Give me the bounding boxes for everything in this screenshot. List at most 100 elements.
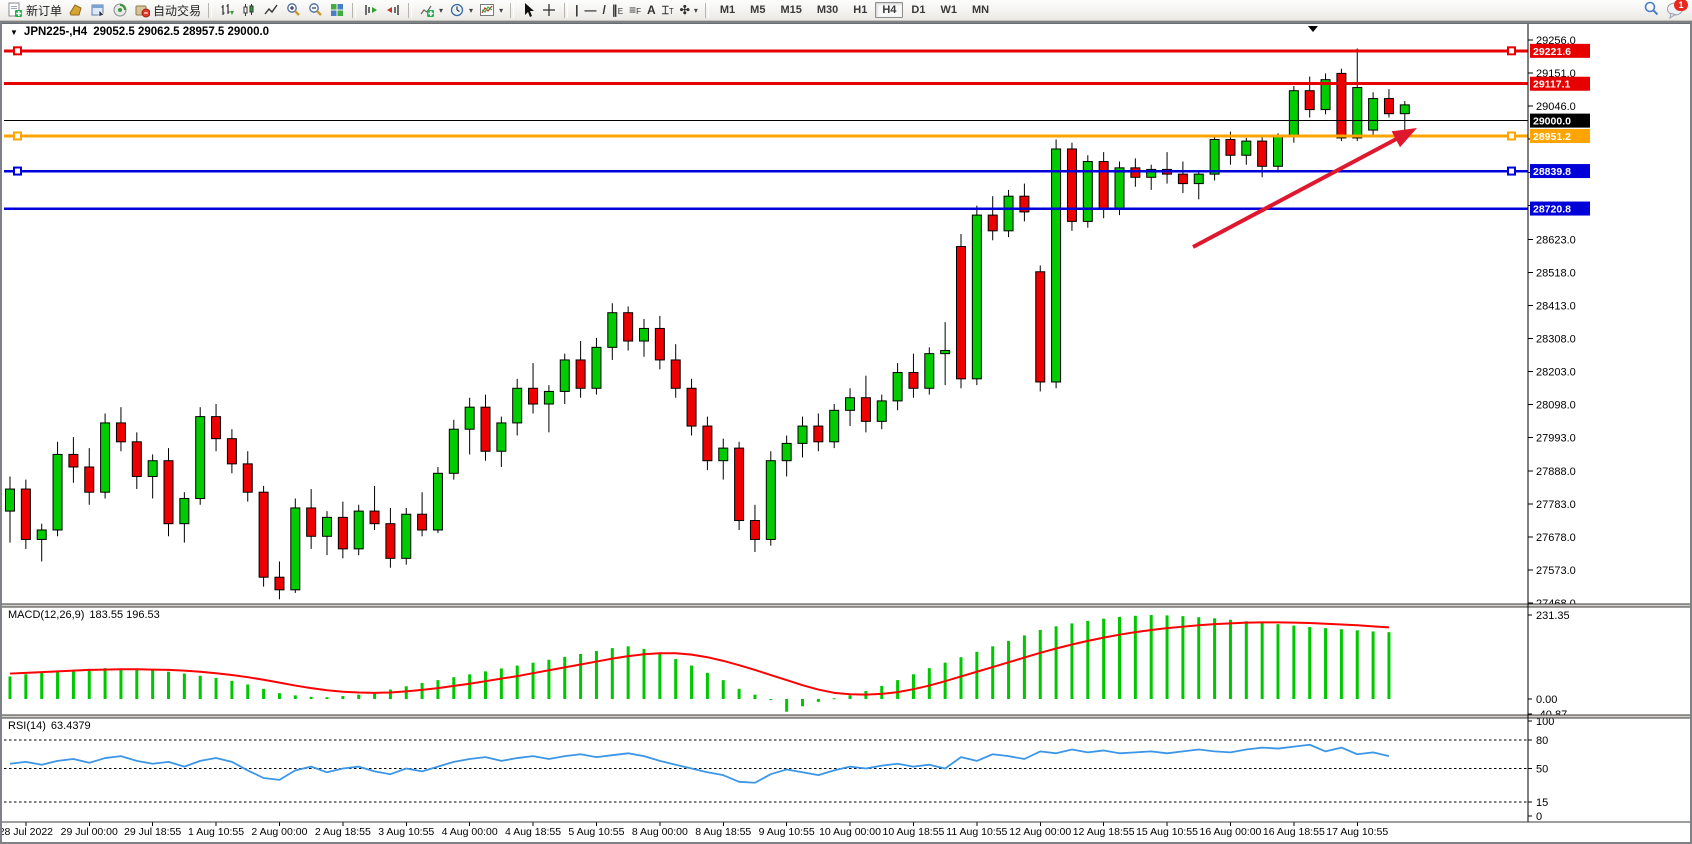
crosshair-tool-button[interactable] bbox=[538, 1, 560, 20]
horizontal-line-tool[interactable]: — bbox=[581, 1, 599, 20]
text-label-tool[interactable]: ⌶T bbox=[659, 1, 677, 20]
time-axis-label: 4 Aug 18:55 bbox=[505, 826, 561, 838]
time-axis-label: 10 Aug 18:55 bbox=[882, 826, 944, 838]
macd-histogram-bar bbox=[1165, 615, 1169, 699]
arrows-tool[interactable]: ✣ ▾ bbox=[677, 1, 701, 20]
indicators-button[interactable]: ▾ bbox=[416, 1, 446, 20]
macd-histogram-bar bbox=[71, 669, 75, 699]
macd-histogram-bar bbox=[230, 680, 234, 699]
line-chart-mode-button[interactable] bbox=[260, 1, 282, 20]
search-icon[interactable] bbox=[1642, 0, 1660, 21]
macd-histogram-bar bbox=[1324, 628, 1328, 699]
toolbar-separator bbox=[352, 2, 357, 18]
templates-dropdown-caret[interactable]: ▾ bbox=[499, 5, 504, 15]
bar-chart-mode-button[interactable] bbox=[216, 1, 238, 20]
macd-histogram-bar bbox=[769, 699, 773, 700]
periods-button[interactable]: ▾ bbox=[446, 1, 476, 20]
time-axis-label: 8 Aug 18:55 bbox=[695, 826, 751, 838]
timeframe-group: M1 M5 M15 M30 H1 H4 D1 W1 MN bbox=[713, 2, 996, 18]
line-handle[interactable] bbox=[13, 46, 22, 56]
market-watch-button[interactable] bbox=[65, 1, 87, 20]
timeframe-button-M5[interactable]: M5 bbox=[750, 4, 766, 16]
chart-collapse-icon[interactable]: ▼ bbox=[10, 27, 18, 37]
arrows-dropdown-caret[interactable]: ▾ bbox=[693, 5, 698, 15]
data-window-button[interactable] bbox=[87, 1, 109, 20]
svg-text:29221.6: 29221.6 bbox=[1533, 46, 1571, 58]
toolbar-separator bbox=[208, 2, 213, 18]
timeframe-button-H4[interactable]: H4 bbox=[875, 2, 904, 18]
auto-trading-button[interactable]: 自动交易 bbox=[131, 1, 204, 20]
time-axis-label: 2 Aug 00:00 bbox=[251, 826, 307, 838]
auto-scroll-button[interactable] bbox=[360, 1, 382, 20]
tile-windows-button[interactable] bbox=[326, 1, 348, 20]
navigator-button[interactable] bbox=[109, 1, 131, 20]
zoom-in-button[interactable] bbox=[282, 1, 304, 20]
macd-histogram-bar bbox=[690, 665, 694, 699]
time-axis-label: 12 Aug 00:00 bbox=[1009, 826, 1071, 838]
time-axis-label: 5 Aug 10:55 bbox=[568, 826, 624, 838]
toolbar-separator bbox=[510, 2, 515, 18]
macd-histogram-bar bbox=[262, 688, 266, 699]
templates-button[interactable]: ▾ bbox=[476, 1, 506, 20]
timeframe-button-D1[interactable]: D1 bbox=[911, 4, 926, 16]
notifications-button[interactable]: 1 bbox=[1666, 0, 1688, 20]
chart-window: 29256.029151.029046.028941.028836.028731… bbox=[0, 21, 1692, 844]
macd-histogram-bar bbox=[531, 662, 535, 699]
candlestick-mode-button[interactable] bbox=[238, 1, 260, 20]
vertical-line-tool[interactable]: | bbox=[572, 1, 581, 20]
time-axis-label: 10 Aug 00:00 bbox=[819, 826, 881, 838]
macd-histogram-bar bbox=[293, 695, 297, 699]
trend-arrow[interactable] bbox=[1192, 132, 1406, 249]
trendline-icon: / bbox=[602, 3, 606, 17]
text-icon: A bbox=[647, 3, 656, 17]
line-handle[interactable] bbox=[1507, 131, 1516, 141]
macd-histogram-bar bbox=[499, 668, 503, 699]
macd-histogram-bar bbox=[404, 686, 408, 699]
line-handle[interactable] bbox=[1507, 166, 1516, 176]
chart-title: ▼ JPN225-,H4 29052.5 29062.5 28957.5 290… bbox=[10, 26, 269, 38]
indicators-dropdown-caret[interactable]: ▾ bbox=[439, 5, 444, 15]
trendline-tool[interactable]: / bbox=[599, 1, 608, 20]
svg-text:29117.1: 29117.1 bbox=[1533, 79, 1571, 91]
macd-histogram-bar bbox=[1102, 618, 1106, 699]
cursor-tool-button[interactable] bbox=[518, 1, 538, 20]
line-handle[interactable] bbox=[13, 131, 22, 141]
timeframe-button-MN[interactable]: MN bbox=[971, 4, 990, 16]
macd-histogram-bar bbox=[436, 680, 440, 699]
template-chart-icon bbox=[479, 2, 495, 18]
macd-values: 183.55 196.53 bbox=[89, 609, 160, 621]
macd-histogram-bar bbox=[246, 684, 250, 699]
zoom-out-button[interactable] bbox=[304, 1, 326, 20]
auto-scroll-icon bbox=[363, 2, 379, 18]
timeframe-button-W1[interactable]: W1 bbox=[940, 4, 957, 16]
timeframe-button-M30[interactable]: M30 bbox=[816, 4, 839, 16]
toolbar-right-tools: 1 bbox=[1642, 0, 1688, 21]
fibonacci-tool[interactable]: ≡F bbox=[626, 1, 644, 20]
macd-histogram-bar bbox=[325, 697, 329, 699]
toolbar: 新订单 自动交易 ▾ ▾ ▾ | — / ∥E ≡F A ⌶T ✣ ▾ bbox=[0, 0, 1692, 21]
macd-histogram-bar bbox=[959, 657, 963, 699]
timeframe-button-H1[interactable]: H1 bbox=[853, 4, 868, 16]
timeframe-button-M1[interactable]: M1 bbox=[719, 4, 736, 16]
svg-text:28951.2: 28951.2 bbox=[1533, 131, 1571, 143]
chart-shift-button[interactable] bbox=[382, 1, 404, 20]
price-chart[interactable]: 29256.029151.029046.028941.028836.028731… bbox=[2, 23, 1690, 842]
line-handle[interactable] bbox=[13, 166, 22, 176]
macd-histogram-bar bbox=[1133, 615, 1137, 699]
macd-histogram-bar bbox=[151, 670, 155, 699]
line-handle[interactable] bbox=[1507, 46, 1516, 56]
time-axis-label: 29 Jul 00:00 bbox=[61, 826, 118, 838]
macd-histogram-bar bbox=[579, 653, 583, 699]
new-order-button[interactable]: 新订单 bbox=[4, 1, 65, 20]
timeframe-button-M15[interactable]: M15 bbox=[780, 4, 802, 16]
periods-dropdown-caret[interactable]: ▾ bbox=[469, 5, 474, 15]
zoom-in-icon bbox=[285, 2, 301, 18]
indicators-icon bbox=[419, 2, 435, 18]
chart-shift-marker[interactable] bbox=[1308, 26, 1318, 32]
equidistant-channel-tool[interactable]: ∥E bbox=[609, 1, 626, 20]
time-axis-label: 9 Aug 10:55 bbox=[759, 826, 815, 838]
macd-histogram-bar bbox=[832, 698, 836, 700]
time-axis-label: 12 Aug 18:55 bbox=[1073, 826, 1135, 838]
text-tool[interactable]: A bbox=[644, 1, 659, 20]
